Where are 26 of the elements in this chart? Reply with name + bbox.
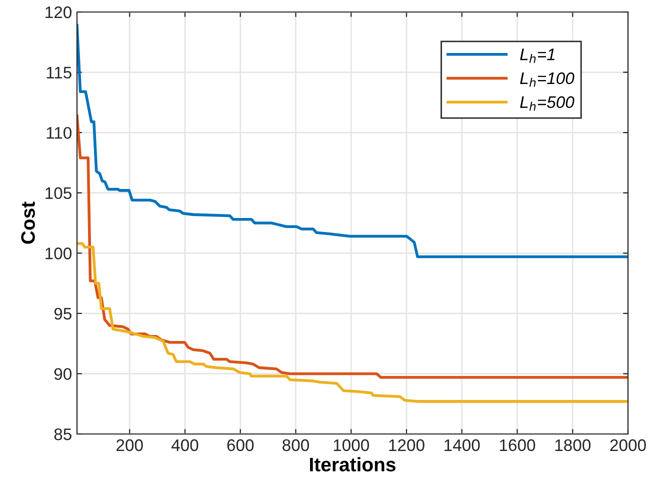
x-tick-label: 1800 (555, 439, 591, 452)
y-tick-label: 120 (46, 6, 72, 18)
x-tick-label: 1600 (500, 439, 536, 452)
y-axis-title: Cost (21, 202, 35, 244)
x-axis-title: Iterations (310, 457, 396, 472)
y-tick-label: 95 (54, 308, 72, 320)
y-tick-label: 85 (54, 428, 72, 440)
y-tick-label: 115 (46, 66, 72, 78)
x-tick-label: 1400 (444, 439, 480, 452)
line-series (77, 114, 628, 379)
x-tick-label: 1200 (389, 439, 424, 452)
legend-label: L$_{h}$=100 (520, 72, 574, 87)
y-tick-label: 110 (46, 126, 72, 139)
x-tick-label: 800 (282, 439, 309, 452)
y-tick-label: 105 (46, 187, 72, 200)
line-series (77, 242, 628, 403)
legend-label: L$_{h}$=500 (520, 96, 574, 111)
x-tick-label: 600 (227, 439, 254, 452)
x-tick-label: 2000 (610, 439, 646, 452)
y-tick-label: 100 (46, 248, 72, 260)
x-tick-label: 1000 (334, 439, 370, 452)
y-tick-label: 90 (54, 368, 72, 380)
x-tick-label: 400 (171, 439, 198, 452)
x-tick-label: 200 (116, 439, 143, 452)
line-series (77, 24, 628, 258)
legend-label: L$_{h}$=1 (520, 48, 554, 63)
